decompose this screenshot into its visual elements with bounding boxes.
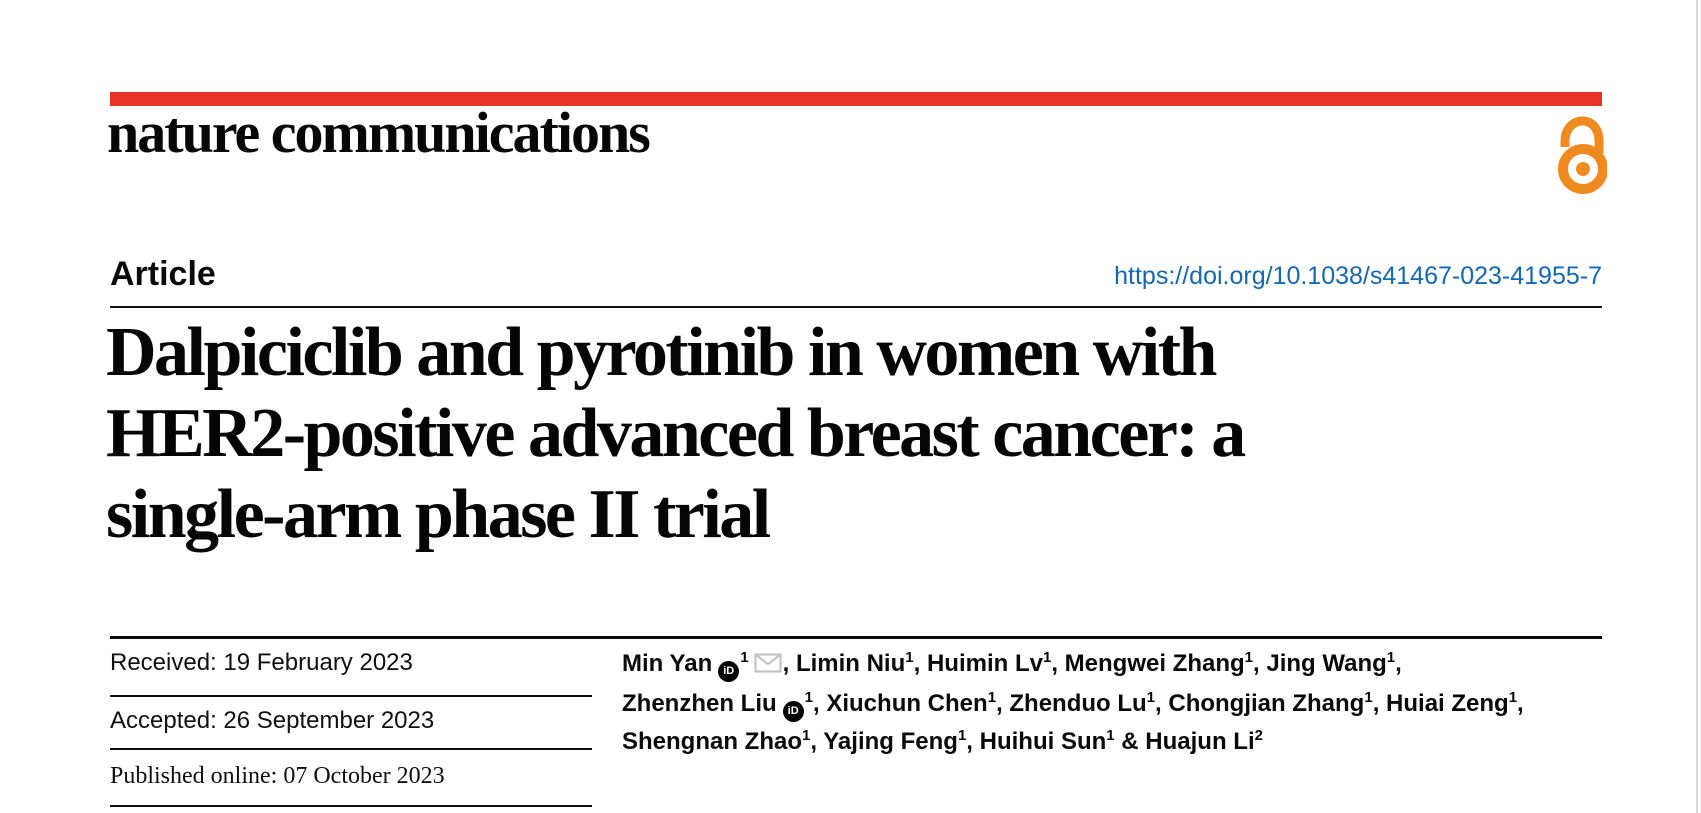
- published-date: 07 October 2023: [283, 763, 445, 789]
- orcid-icon[interactable]: iD: [782, 700, 804, 722]
- history-divider: [110, 748, 592, 750]
- author-affiliation-sup: 1: [802, 727, 811, 744]
- accepted-date-row: Accepted: 26 September 2023: [110, 707, 592, 735]
- received-label: Received:: [110, 649, 217, 676]
- author-name: Mengwei Zhang: [1064, 650, 1245, 677]
- page-edge-line: [1696, 0, 1698, 813]
- published-label: Published online:: [110, 763, 278, 789]
- header-divider: [110, 306, 1602, 308]
- author-name: Zhenduo Lu: [1009, 690, 1147, 717]
- author-name: Shengnan Zhao: [622, 728, 802, 755]
- accepted-date: 26 September 2023: [223, 707, 435, 734]
- author-name: Min Yan: [622, 650, 713, 677]
- author-affiliation-sup: 1: [1244, 649, 1253, 666]
- author-name: Huihui Sun: [979, 728, 1107, 755]
- author-list: Min Yan iD1, Limin Niu1, Huimin Lv1, Meng…: [622, 649, 1524, 755]
- author-name: Zhenzhen Liu: [622, 690, 777, 717]
- history-divider: [110, 695, 592, 697]
- author-name: Limin Niu: [795, 650, 906, 677]
- accepted-label: Accepted:: [110, 707, 217, 734]
- author-name: Xiuchun Chen: [826, 690, 988, 717]
- orcid-icon[interactable]: iD: [718, 660, 740, 682]
- author-affiliation-sup: 1: [1106, 727, 1115, 744]
- author-affiliation-sup: 1: [1508, 689, 1518, 706]
- author-affiliation-sup: 2: [1254, 727, 1263, 744]
- open-access-icon: [1557, 116, 1608, 199]
- author-affiliation-sup: 1: [905, 649, 914, 666]
- author-name: Yajing Feng: [823, 728, 958, 755]
- doi-link[interactable]: https://doi.org/10.1038/s41467-023-41955…: [1114, 262, 1602, 290]
- journal-logo: nature communications: [107, 100, 651, 165]
- received-date: 19 February 2023: [223, 649, 413, 676]
- author-name: Huimin Lv: [926, 650, 1043, 677]
- masthead-red-bar: [110, 92, 1602, 106]
- author-name: Huajun Li: [1145, 728, 1255, 755]
- published-online-row: Published online: 07 October 2023: [110, 763, 592, 790]
- author-name: Jing Wang: [1266, 650, 1387, 677]
- paper-title: Dalpiciclib and pyrotinib in women with …: [106, 312, 1506, 555]
- history-top-divider: [110, 636, 1602, 639]
- envelope-icon[interactable]: [753, 652, 782, 679]
- title-line-1: Dalpiciclib and pyrotinib in women with: [106, 314, 1217, 391]
- history-divider: [110, 805, 592, 807]
- author-affiliation-sup: 1: [1146, 689, 1156, 706]
- author-name: Huiai Zeng: [1386, 690, 1509, 717]
- author-affiliation-sup: 1: [740, 649, 749, 666]
- author-affiliation-sup: 1: [1386, 649, 1396, 666]
- author-affiliation-sup: 1: [804, 689, 813, 706]
- author-affiliation-sup: 1: [1042, 649, 1052, 666]
- author-affiliation-sup: 1: [957, 727, 967, 744]
- author-affiliation-sup: 1: [987, 689, 997, 706]
- received-date-row: Received: 19 February 2023: [110, 649, 592, 677]
- article-type-label: Article: [110, 255, 216, 293]
- author-affiliation-sup: 1: [1364, 689, 1373, 706]
- author-name: Chongjian Zhang: [1168, 690, 1365, 717]
- title-line-2: HER2-positive advanced breast cancer: a: [106, 395, 1246, 472]
- title-line-3: single-arm phase II trial: [106, 476, 771, 553]
